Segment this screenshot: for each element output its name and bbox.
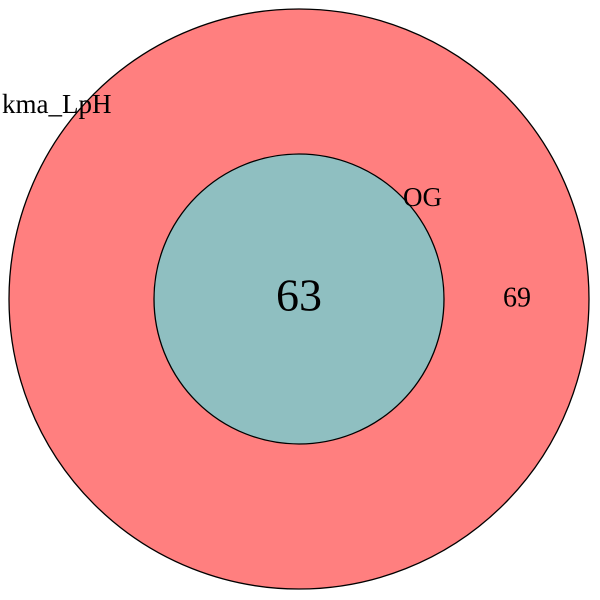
set-label-og: OG xyxy=(403,182,442,212)
region-count-kma-lph-only: 69 xyxy=(503,282,531,313)
region-count-intersection: 63 xyxy=(276,270,322,321)
set-label-kma-lph: kma_LpH xyxy=(2,89,111,119)
set-circle-og xyxy=(153,153,445,445)
